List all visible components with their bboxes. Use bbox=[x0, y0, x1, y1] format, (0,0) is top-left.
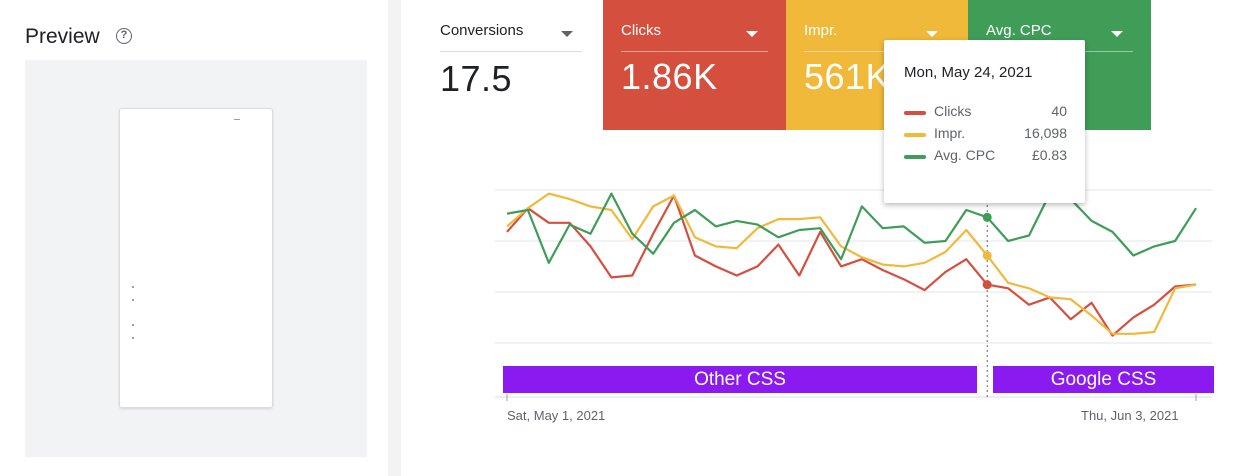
help-circle-icon[interactable]: ? bbox=[116, 28, 132, 44]
series-line-clicks bbox=[506, 194, 1197, 337]
metric-label: Clicks bbox=[621, 22, 661, 39]
divider bbox=[804, 51, 950, 52]
tooltip-series-name: Impr. bbox=[934, 125, 966, 141]
series-line-avg-cpc bbox=[506, 192, 1197, 264]
tooltip-series-value: £0.83 bbox=[1031, 147, 1067, 163]
preview-title: Preview bbox=[25, 25, 100, 48]
metric-card-clicks[interactable]: Clicks 1.86K bbox=[603, 0, 786, 130]
metric-value: 561K bbox=[804, 56, 891, 97]
preview-dot bbox=[132, 324, 134, 326]
tooltip-series-name: Clicks bbox=[934, 103, 972, 119]
preview-panel: Preview ? bbox=[0, 0, 388, 476]
preview-dot bbox=[132, 286, 134, 288]
metric-label: Avg. CPC bbox=[986, 22, 1052, 39]
highlight-point-avg-cpc bbox=[982, 212, 992, 222]
legend-swatch bbox=[904, 155, 926, 159]
tooltip-series-value: 16,098 bbox=[1024, 125, 1067, 141]
highlight-point-impr bbox=[982, 251, 992, 261]
series-line-impr bbox=[506, 192, 1197, 335]
divider bbox=[440, 51, 582, 52]
preview-dot bbox=[132, 337, 134, 339]
tooltip-row: Clicks 40 bbox=[904, 103, 1067, 125]
metric-label: Conversions bbox=[440, 22, 524, 39]
preview-dot bbox=[234, 119, 240, 120]
x-axis-end-label: Thu, Jun 3, 2021 bbox=[1081, 408, 1179, 423]
tooltip-series-name: Avg. CPC bbox=[934, 147, 996, 163]
dropdown-caret-icon[interactable] bbox=[561, 31, 573, 37]
dropdown-caret-icon[interactable] bbox=[926, 31, 938, 37]
tooltip-series-value: 40 bbox=[1051, 103, 1067, 119]
dropdown-caret-icon[interactable] bbox=[1111, 31, 1123, 37]
highlight-point-clicks bbox=[982, 280, 992, 290]
tooltip-date: Mon, May 24, 2021 bbox=[904, 64, 1033, 81]
annotation-google-css: Google CSS bbox=[993, 366, 1214, 393]
ad-preview-frame bbox=[119, 108, 273, 408]
dropdown-caret-icon[interactable] bbox=[746, 31, 758, 37]
metric-label: Impr. bbox=[804, 22, 838, 39]
tooltip-row: Impr. 16,098 bbox=[904, 125, 1067, 147]
divider bbox=[621, 51, 768, 52]
performance-chart-panel: Conversions 17.5 Clicks 1.86K Impr. 561K… bbox=[401, 0, 1256, 476]
tooltip-row: Avg. CPC £0.83 bbox=[904, 147, 1067, 169]
legend-swatch bbox=[904, 133, 926, 137]
metric-value: 1.86K bbox=[621, 56, 718, 97]
x-axis-start-label: Sat, May 1, 2021 bbox=[507, 408, 606, 423]
metric-card-conversions[interactable]: Conversions 17.5 bbox=[422, 0, 582, 130]
metric-value: 17.5 bbox=[440, 58, 513, 99]
legend-swatch bbox=[904, 111, 926, 115]
preview-area bbox=[25, 60, 367, 457]
chart-tooltip: Mon, May 24, 2021 Clicks 40 Impr. 16,098… bbox=[884, 40, 1085, 203]
annotation-other-css: Other CSS bbox=[503, 366, 977, 393]
preview-dot bbox=[132, 299, 134, 301]
line-chart[interactable] bbox=[401, 0, 1256, 476]
